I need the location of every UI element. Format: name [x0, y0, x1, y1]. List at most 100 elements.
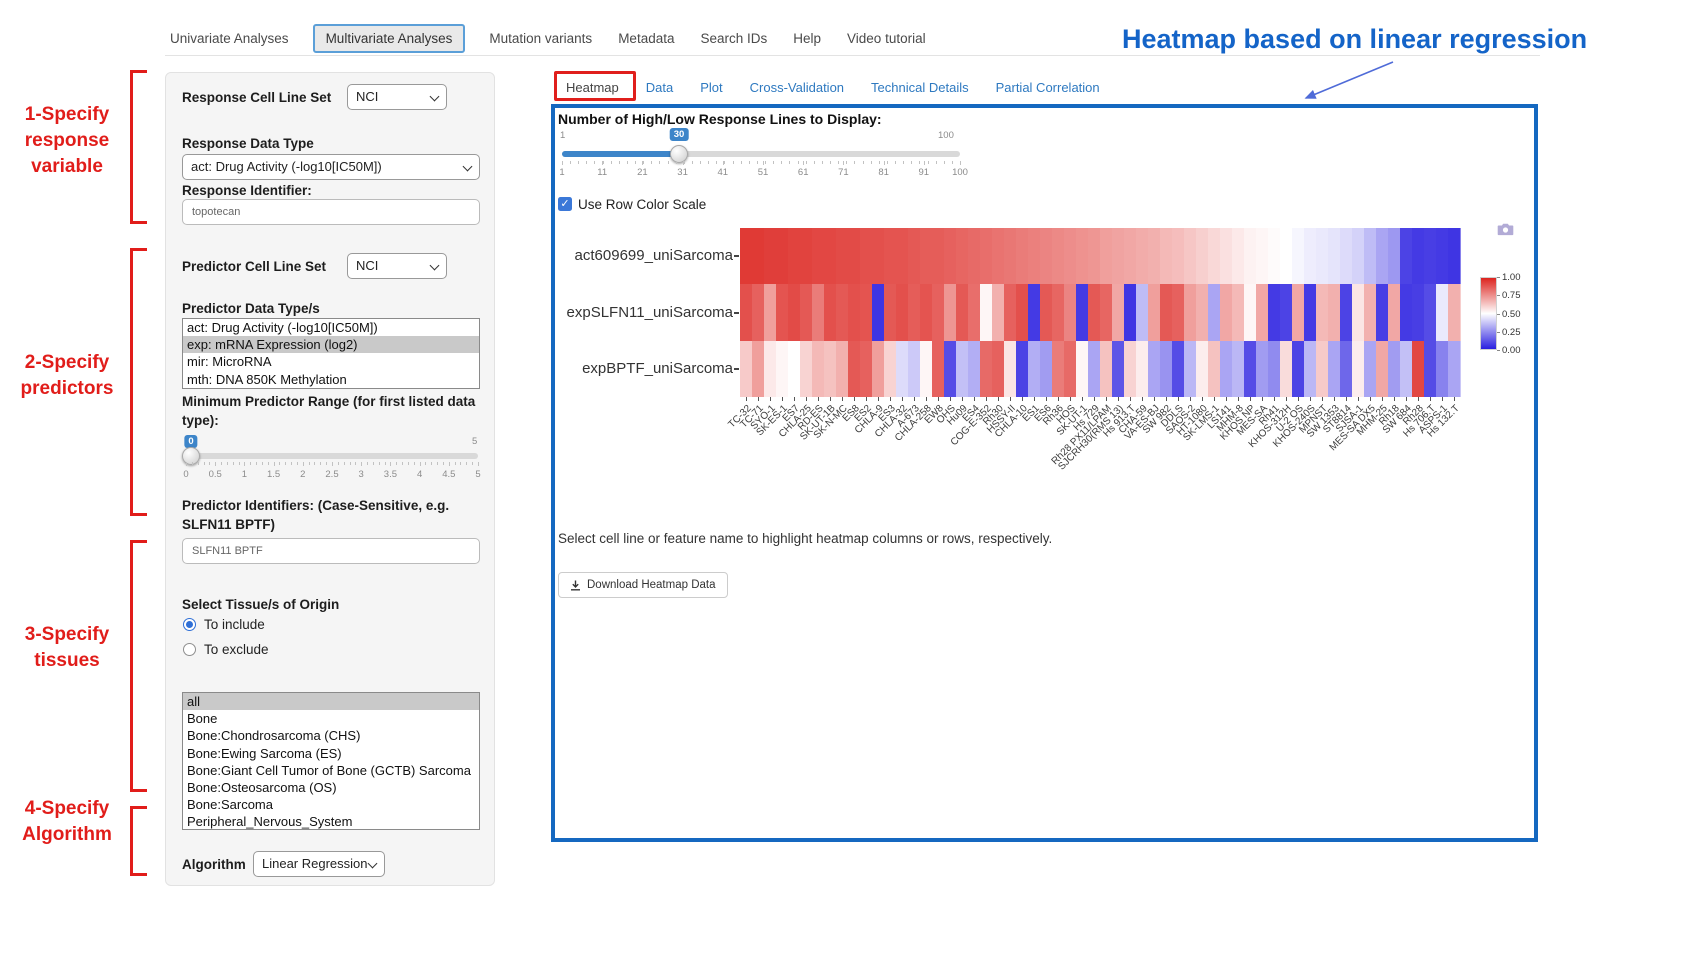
heatmap-cell[interactable]	[848, 228, 861, 285]
heatmap-cell[interactable]	[764, 284, 777, 342]
heatmap-row-label-expbptf-unisarcoma[interactable]: expBPTF_uniSarcoma	[582, 359, 733, 377]
heatmap-cell[interactable]	[812, 284, 825, 342]
heatmap-cell[interactable]	[1088, 340, 1101, 398]
tissue-option-bone-osteosarcoma-os[interactable]: Bone:Osteosarcoma (OS)	[187, 779, 337, 795]
heatmap-cell[interactable]	[1124, 284, 1137, 342]
heatmap-cell[interactable]	[1112, 340, 1125, 398]
tissue-listbox[interactable]: all Bone Bone:Chondrosarcoma (CHS) Bone:Ewi…	[182, 692, 480, 830]
heatmap-row-label-act609699-unisarcoma[interactable]: act609699_uniSarcoma	[574, 247, 733, 265]
heatmap-cell[interactable]	[788, 228, 801, 285]
camera-icon[interactable]	[1497, 222, 1514, 236]
heatmap-cell[interactable]	[1304, 284, 1317, 342]
heatmap-cell[interactable]	[1148, 340, 1161, 398]
heatmap-cell[interactable]	[1052, 228, 1065, 285]
datatype-option-mth[interactable]: mth: DNA 850K Methylation	[187, 371, 347, 387]
nav-item-multivariate-analyses[interactable]: Multivariate Analyses	[312, 23, 466, 53]
heatmap-cell[interactable]	[1160, 284, 1173, 342]
heatmap-cell[interactable]	[884, 228, 897, 285]
heatmap-cell[interactable]	[1256, 340, 1269, 398]
heatmap-cell[interactable]	[956, 228, 969, 285]
heatmap-cell[interactable]	[884, 284, 897, 342]
response-data-type-select[interactable]: act: Drug Activity (-log10[IC50M])	[182, 154, 480, 180]
heatmap-cell[interactable]	[1340, 228, 1353, 285]
tissue-option-bone-sarcoma[interactable]: Bone:Sarcoma	[187, 797, 273, 813]
heatmap-cell[interactable]	[944, 340, 957, 398]
heatmap-cell[interactable]	[1292, 340, 1305, 398]
heatmap-cell[interactable]	[1064, 340, 1077, 398]
heatmap-cell[interactable]	[1052, 340, 1065, 398]
heatmap-cell[interactable]	[1280, 228, 1293, 285]
heatmap-cell[interactable]	[872, 284, 885, 342]
heatmap-cell[interactable]	[1328, 340, 1341, 398]
heatmap-cell[interactable]	[812, 340, 825, 398]
heatmap-cell[interactable]	[1136, 284, 1149, 342]
heatmap-cell[interactable]	[944, 228, 957, 285]
min-range-slider-track[interactable]	[186, 453, 478, 459]
heatmap-cell[interactable]	[860, 284, 873, 342]
heatmap-cell[interactable]	[1364, 284, 1377, 342]
heatmap-cell[interactable]	[860, 228, 873, 285]
nav-item-help[interactable]: Help	[793, 30, 822, 46]
heatmap-cell[interactable]	[1040, 228, 1053, 285]
heatmap-cell[interactable]	[1004, 228, 1017, 285]
heatmap-cell[interactable]	[908, 340, 921, 398]
heatmap-cell[interactable]	[1112, 284, 1125, 342]
heatmap-cell[interactable]	[1412, 340, 1425, 398]
heatmap-cell[interactable]	[1412, 228, 1425, 285]
heatmap-cell[interactable]	[1100, 228, 1113, 285]
heatmap-cell[interactable]	[1112, 228, 1125, 285]
heatmap-cell[interactable]	[1436, 228, 1449, 285]
heatmap-cell[interactable]	[1124, 340, 1137, 398]
nav-item-univariate-analyses[interactable]: Univariate Analyses	[170, 30, 289, 46]
download-heatmap-button[interactable]: Download Heatmap Data	[558, 572, 728, 598]
heatmap-cell[interactable]	[1172, 340, 1185, 398]
heatmap-cell[interactable]	[896, 340, 909, 398]
heatmap-cell[interactable]	[1076, 228, 1089, 285]
heatmap-cell[interactable]	[776, 228, 789, 285]
heatmap-cell[interactable]	[1424, 284, 1437, 342]
heatmap-cell[interactable]	[764, 228, 777, 285]
min-range-slider-handle[interactable]	[182, 447, 200, 465]
heatmap-cell[interactable]	[1196, 228, 1209, 285]
heatmap-cell[interactable]	[1232, 340, 1245, 398]
tissue-option-bone-giant-cell-tumor-of-bone-gctb-sarcoma[interactable]: Bone:Giant Cell Tumor of Bone (GCTB) Sar…	[187, 762, 471, 778]
heatmap-cell[interactable]	[1244, 340, 1257, 398]
heatmap-cell[interactable]	[1220, 228, 1233, 285]
heatmap-cell[interactable]	[824, 228, 837, 285]
response-cell-line-set-select[interactable]: NCI	[347, 84, 447, 110]
heatmap-cell[interactable]	[1088, 228, 1101, 285]
heatmap-cell[interactable]	[956, 340, 969, 398]
predictor-data-types-listbox[interactable]: act: Drug Activity (-log10[IC50M]) exp: m…	[182, 318, 480, 389]
heatmap-cell[interactable]	[920, 228, 933, 285]
heatmap-cell[interactable]	[884, 340, 897, 398]
tab-heatmap[interactable]: Heatmap	[566, 80, 619, 95]
heatmap-cell[interactable]	[1352, 284, 1365, 342]
heatmap-cell[interactable]	[1028, 284, 1041, 342]
heatmap-cell[interactable]	[1304, 340, 1317, 398]
heatmap-cell[interactable]	[980, 228, 993, 285]
heatmap-cell[interactable]	[1400, 228, 1413, 285]
heatmap-cell[interactable]	[836, 228, 849, 285]
heatmap-cell[interactable]	[776, 340, 789, 398]
heatmap-cell[interactable]	[1352, 228, 1365, 285]
heatmap-cell[interactable]	[1148, 284, 1161, 342]
heatmap-cell[interactable]	[740, 284, 753, 342]
heatmap-cell[interactable]	[1100, 284, 1113, 342]
heatmap-cell[interactable]	[1256, 284, 1269, 342]
heatmap-cell[interactable]	[896, 228, 909, 285]
tissue-exclude-radio[interactable]	[183, 643, 196, 656]
heatmap-cell[interactable]	[1124, 228, 1137, 285]
heatmap-cell[interactable]	[740, 340, 753, 398]
heatmap-cell[interactable]	[1064, 228, 1077, 285]
tab-plot[interactable]: Plot	[700, 80, 723, 95]
heatmap-cell[interactable]	[1088, 284, 1101, 342]
heatmap-cell[interactable]	[1268, 228, 1281, 285]
tab-technical-details[interactable]: Technical Details	[871, 80, 969, 95]
heatmap-cell[interactable]	[1364, 228, 1377, 285]
heatmap-cell[interactable]	[1328, 284, 1341, 342]
heatmap-cell[interactable]	[1016, 228, 1029, 285]
heatmap-cell[interactable]	[932, 284, 945, 342]
heatmap-cell[interactable]	[896, 284, 909, 342]
heatmap-cell[interactable]	[992, 340, 1005, 398]
heatmap-cell[interactable]	[824, 284, 837, 342]
